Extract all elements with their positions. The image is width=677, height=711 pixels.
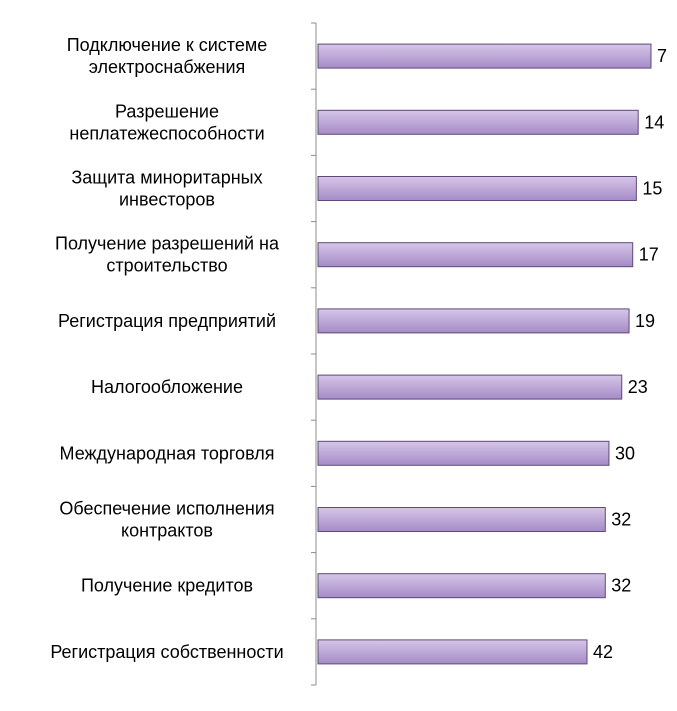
bar bbox=[317, 43, 652, 69]
category-label: Подключение к системе электроснабжения bbox=[67, 35, 268, 77]
category-label-line: Защита миноритарных bbox=[71, 168, 262, 188]
category-label-line: Разрешение bbox=[115, 101, 219, 121]
data-label: 23 bbox=[628, 377, 648, 397]
category-label-line: контрактов bbox=[121, 521, 213, 541]
category-label: Разрешение неплатежеспособности bbox=[69, 101, 264, 143]
category-label: Регистрация собственности bbox=[50, 642, 283, 662]
axis-layer bbox=[311, 22, 317, 686]
category-label-line: строительство bbox=[106, 256, 227, 276]
data-label: 15 bbox=[642, 179, 662, 199]
category-label-line: Международная торговля bbox=[60, 443, 275, 463]
data-label: 7 bbox=[657, 46, 667, 66]
bar bbox=[317, 176, 637, 201]
category-label: Получение кредитов bbox=[81, 576, 253, 596]
data-label: 42 bbox=[593, 642, 613, 662]
bar bbox=[317, 109, 639, 135]
data-label: 14 bbox=[644, 112, 664, 132]
category-label-line: Регистрация предприятий bbox=[58, 311, 276, 331]
bar bbox=[317, 639, 588, 665]
data-label: 32 bbox=[611, 510, 631, 530]
data-labels: 7 14 15 17 19 23 30 32 32 42 bbox=[593, 46, 667, 662]
bar bbox=[317, 440, 610, 466]
bar bbox=[317, 308, 630, 334]
category-label-line: Подключение к системе bbox=[67, 35, 268, 55]
category-label-line: Получение разрешений на bbox=[55, 234, 280, 254]
category-label-line: Получение кредитов bbox=[81, 576, 253, 596]
category-label: Международная торговля bbox=[60, 443, 275, 463]
bar bbox=[317, 242, 634, 268]
bar bbox=[317, 507, 606, 532]
category-label-line: Налогообложение bbox=[91, 377, 243, 397]
bar bbox=[317, 374, 623, 400]
category-label: Получение разрешений на строительство bbox=[55, 234, 280, 276]
data-label: 32 bbox=[611, 576, 631, 596]
category-label-line: инвесторов bbox=[119, 190, 215, 210]
bar bbox=[317, 573, 606, 599]
category-label-line: Регистрация собственности bbox=[50, 642, 283, 662]
category-label: Налогообложение bbox=[91, 377, 243, 397]
category-labels: Подключение к системе электроснабжения Раз… bbox=[50, 35, 283, 662]
data-label: 17 bbox=[639, 245, 659, 265]
category-label-line: неплатежеспособности bbox=[69, 123, 264, 143]
category-label-line: электроснабжения bbox=[89, 57, 246, 77]
bars-layer bbox=[317, 43, 652, 665]
data-label: 30 bbox=[615, 443, 635, 463]
data-label: 19 bbox=[635, 311, 655, 331]
category-label-line: Обеспечение исполнения bbox=[59, 499, 274, 519]
category-label: Защита миноритарных инвесторов bbox=[71, 168, 262, 210]
category-label: Обеспечение исполнения контрактов bbox=[59, 499, 274, 541]
category-label: Регистрация предприятий bbox=[58, 311, 276, 331]
